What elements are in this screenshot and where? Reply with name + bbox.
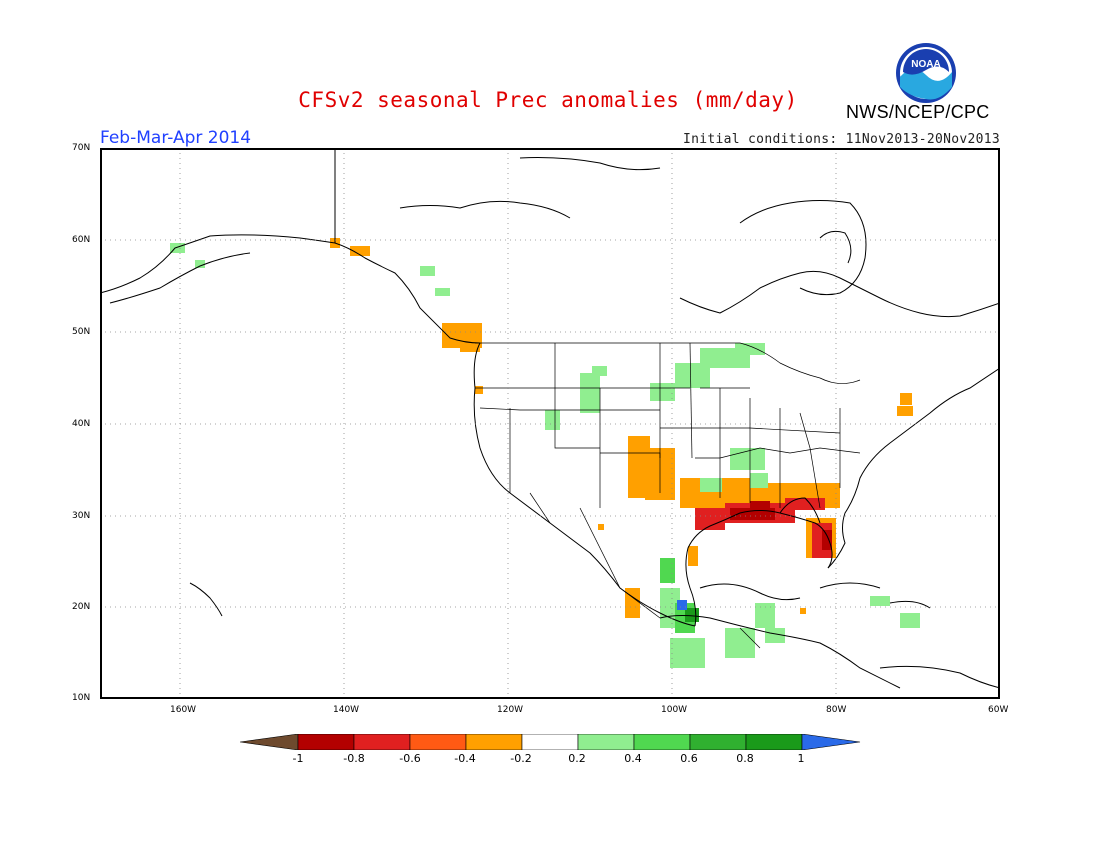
graticule [100,148,1000,699]
lon-label-80w: 80W [826,705,847,715]
anomaly-cell [677,600,687,610]
anomaly-cell [900,613,920,628]
colorbar-swatch [577,733,635,751]
anomaly-cell [685,608,699,622]
colorbar-label-8: 0.6 [680,752,698,765]
lon-label-60w: 60W [988,705,1009,715]
colorbar-label-1: -1 [292,752,304,765]
colorbar-label-4: -0.4 [454,752,476,765]
lon-label-120w: 120W [497,705,524,715]
anomaly-cell [750,501,770,509]
colorbar-swatch [689,733,747,751]
logo: NOAA [895,42,957,104]
colorbar-swatch [633,733,691,751]
colorbar-arrow-high [801,733,861,751]
lat-label-50n: 50N [72,327,91,337]
anomaly-cell [755,603,775,628]
colorbar-swatch [297,733,355,751]
colorbar-label-5: -0.2 [510,752,532,765]
anomaly-cell [870,596,890,606]
anomaly-cell [675,363,710,388]
colorbar-label-9: 0.8 [736,752,754,765]
anomaly-cell [420,266,435,276]
anomaly-cell [765,628,785,643]
anomaly-cell [800,608,806,614]
lon-label-160w: 160W [170,705,197,715]
map-title: CFSv2 seasonal Prec anomalies (mm/day) [298,88,798,112]
lon-label-100w: 100W [661,705,688,715]
agency-label: NWS/NCEP/CPC [846,102,990,122]
anomaly-cell [750,473,768,488]
colorbar [239,733,862,751]
anomaly-cell [598,524,604,530]
anomaly-cell [660,558,675,583]
anomaly-cell [725,628,755,658]
colorbar-swatch [465,733,523,751]
anomaly-cell [435,288,450,296]
lon-label-140w: 140W [333,705,360,715]
colorbar-label-6: 0.2 [568,752,586,765]
anomaly-cell [580,373,600,413]
anomaly-cell [700,478,722,492]
lat-label-30n: 30N [72,511,91,521]
anomaly-cell [592,366,607,376]
colorbar-label-7: 0.4 [624,752,642,765]
anomaly-cell [170,243,185,253]
lat-label-70n: 70N [72,143,91,153]
anomaly-cell [735,343,765,355]
anomaly-cell [897,406,913,416]
lat-label-40n: 40N [72,419,91,429]
map-border [100,148,1000,699]
colorbar-arrow-low [239,733,299,751]
colorbar-swatch [353,733,411,751]
anomaly-cell [545,410,560,430]
colorbar-label-3: -0.6 [399,752,421,765]
anomaly-cell [822,530,832,550]
map-panel [100,148,1000,699]
forecast-period: Feb-Mar-Apr 2014 [100,128,252,148]
initial-conditions: Initial conditions: 11Nov2013-20Nov2013 [683,132,1000,147]
anomaly-cell [350,246,370,256]
anomaly-cell [900,393,912,405]
anomaly-cell [642,478,654,498]
anomaly-cell [625,588,640,618]
colorbar-label-2: -0.8 [343,752,365,765]
political-borders [475,342,861,649]
colorbar-swatch [521,733,579,751]
anomaly-cell [695,508,725,530]
anomaly-cell [800,488,830,500]
lat-label-60n: 60N [72,235,91,245]
lat-label-10n: 10N [72,693,91,703]
anomaly-cell [195,260,205,268]
anomaly-cell [785,498,825,510]
colorbar-swatch [409,733,467,751]
logo-text: NOAA [911,59,940,70]
anomaly-cell [670,638,705,668]
anomaly-cell [688,546,698,566]
anomaly-cell [475,386,483,394]
anomaly-cells [170,238,920,668]
colorbar-swatch [745,733,803,751]
anomaly-cell [650,383,675,401]
colorbar-label-10: 1 [797,752,805,765]
lat-label-20n: 20N [72,602,91,612]
